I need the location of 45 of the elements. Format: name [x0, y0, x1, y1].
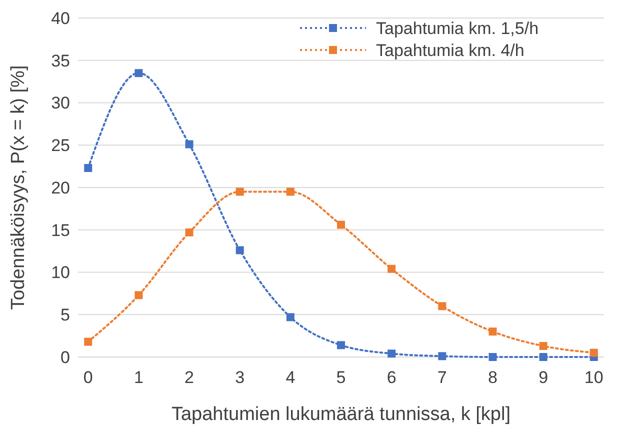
point [388, 350, 396, 358]
point [590, 348, 598, 357]
point [488, 353, 497, 361]
x-tick-label: 8 [488, 368, 498, 387]
y-tick-label: 25 [51, 136, 70, 156]
x-tick-label: 4 [286, 368, 296, 387]
y-tick-label: 0 [60, 348, 70, 367]
x-tick-label: 7 [437, 368, 447, 387]
x-tick-label: 3 [235, 368, 245, 387]
x-tick-label: 5 [336, 368, 346, 387]
y-tick-label: 35 [51, 51, 70, 70]
point [438, 302, 446, 310]
point [185, 140, 194, 148]
point [236, 246, 244, 254]
point [337, 220, 345, 229]
x-tick-label: 2 [184, 368, 194, 387]
point [388, 264, 396, 273]
y-tick-label: 20 [51, 178, 70, 198]
point [185, 228, 194, 236]
point [84, 164, 92, 172]
point [236, 188, 244, 196]
point [488, 328, 497, 336]
x-tick-label: 10 [584, 368, 604, 387]
point [438, 352, 446, 360]
point [337, 341, 345, 350]
y-tick-label: 10 [51, 263, 70, 282]
x-tick-label: 0 [83, 368, 93, 387]
point [286, 188, 294, 196]
y-tick-label: 40 [51, 8, 70, 28]
point [539, 342, 548, 350]
y-axis-title: Todennäköisyys, P(x = k) [%] [8, 65, 29, 310]
x-tick-label: 6 [386, 368, 396, 387]
x-axis-title: Tapahtumien lukumäärä tunnissa, k [kpl] [171, 404, 511, 425]
legend-label: Tapahtumia km. 4/h [376, 40, 524, 60]
point [539, 353, 548, 361]
y-tick-label: 30 [51, 94, 70, 113]
legend-label: Tapahtumia km. 1,5/h [376, 18, 539, 38]
point [84, 338, 92, 346]
point [134, 69, 143, 78]
x-tick-label: 9 [538, 368, 548, 387]
x-tick-label: 1 [134, 368, 144, 387]
point [286, 313, 294, 322]
y-tick-label: 15 [51, 220, 70, 240]
point [134, 291, 143, 300]
y-tick-label: 5 [60, 306, 70, 325]
